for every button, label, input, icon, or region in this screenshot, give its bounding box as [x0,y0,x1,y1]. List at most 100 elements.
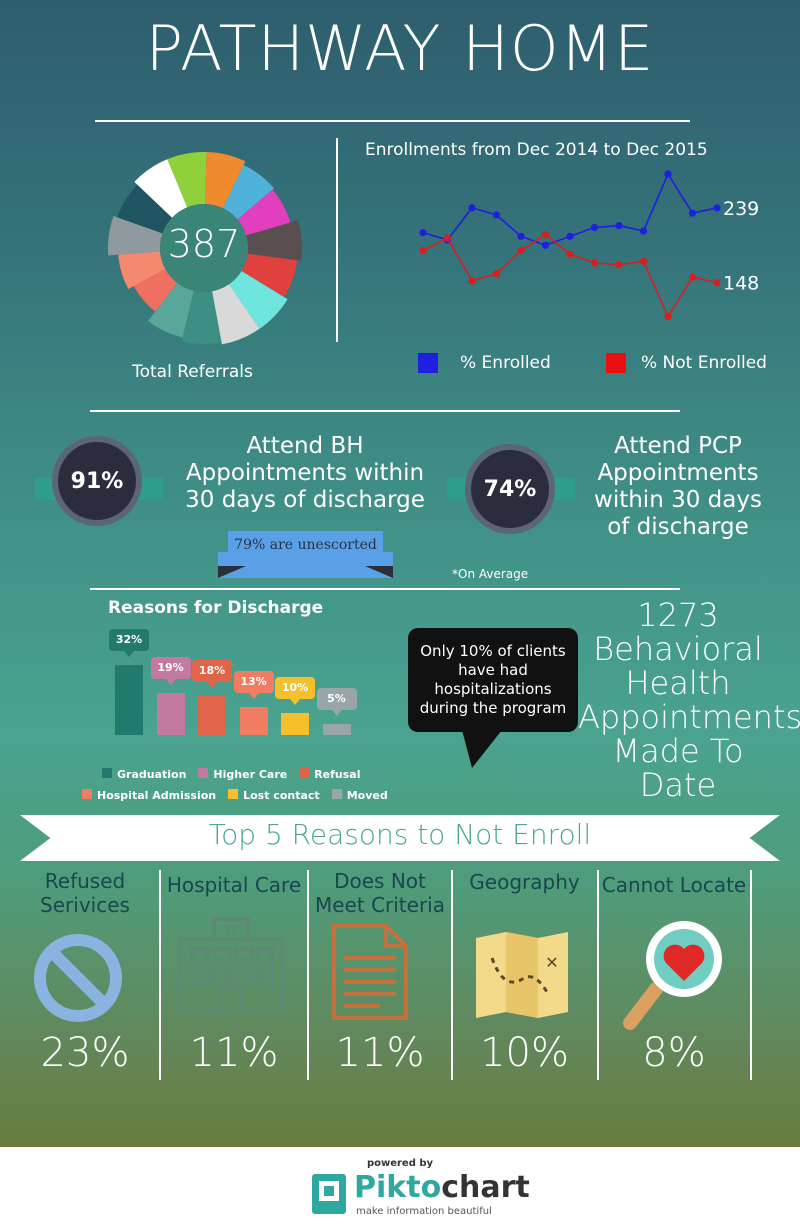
bar-value-label: 5% [316,688,357,711]
divider [451,870,453,1080]
data-point [615,261,623,269]
divider [336,138,338,342]
hospitalization-speech-bubble: Only 10% of clients have had hospitaliza… [408,628,578,732]
legend-swatch [82,789,92,799]
legend-swatch [102,768,112,778]
bar [239,706,268,735]
data-point [566,232,574,240]
legend-swatch-not-enrolled [606,353,626,373]
pcp-percent-badge: 74% [465,444,555,534]
legend-swatch [228,789,239,799]
legend-swatch [331,789,342,799]
referrals-total: 387 [167,222,241,266]
legend-swatch [299,768,310,778]
average-note: *On Average [452,567,529,581]
hospital-icon: H [178,917,284,1013]
donut-slice [147,282,194,338]
bar [322,724,351,735]
donut-slice [181,290,222,344]
bar-value-label: 32% [109,629,149,651]
legend-label: Refusal [314,768,361,781]
ribbon-fold-right [365,566,393,578]
bar-label-pointer [207,681,217,688]
donut-slice [205,152,246,209]
ribbon-fold-left [218,566,246,578]
reason-label-refused: Refused Serivices [40,869,130,917]
piktochart-tagline: make information beautiful [356,1206,492,1217]
data-point [590,259,599,267]
divider [95,120,690,122]
bar-label-pointer [290,699,300,706]
donut-slice [167,152,207,208]
data-point [688,273,697,281]
enrollment-chart-title: Enrollments from Dec 2014 to Dec 2015 [365,140,708,160]
reason-pct-refused: 23% [40,1030,130,1076]
powered-by-text: powered by [366,1158,434,1169]
speech-bubble-tail [462,730,502,768]
svg-text:✕: ✕ [545,953,558,972]
svg-text:H: H [226,923,237,939]
divider [90,410,680,412]
discharge-chart-title: Reasons for Discharge [108,598,324,618]
legend-label-not-enrolled: % Not Enrolled [641,353,767,373]
reason-pct-locate: 8% [642,1030,706,1076]
divider [90,588,680,590]
top5-banner [20,815,780,861]
document-icon [332,924,408,1020]
data-point [566,250,574,258]
data-point [590,223,599,232]
legend-label: Moved [346,789,388,802]
bar-label-pointer [331,710,342,717]
prohibited-icon [34,934,122,1022]
data-point [664,170,672,178]
data-point [517,246,525,255]
enrollment-line-chart: 239 148 [419,170,759,321]
legend-label: Hospital Admission [97,789,217,802]
donut-slice [118,251,166,290]
data-point [468,204,476,212]
piktochart-wordmark: Piktochart [354,1170,530,1205]
reason-label-geography: Geography [469,870,580,894]
bar [115,665,143,735]
piktochart-logo-icon [312,1174,346,1214]
referrals-label: Total Referrals [132,362,253,382]
bar [198,695,226,735]
reason-pct-geography: 10% [480,1030,569,1076]
bar-label-pointer [124,651,134,657]
data-point [541,230,550,239]
donut-slice [241,253,298,298]
bar-label-pointer [165,679,176,686]
series-line-not-enrolled [422,233,718,319]
legend-row: Hospital Admission Lost contact Moved [82,785,388,806]
data-point [492,211,501,219]
donut-slice [134,159,188,218]
legend-row: Graduation Higher Care Refusal [102,764,382,785]
data-point [615,222,623,230]
donut-center [160,204,248,292]
divider [307,870,309,1080]
donut-slice [117,184,173,234]
series-end-label: 239 [723,198,759,220]
bar-label-pointer [248,692,259,699]
data-point [639,227,648,235]
donut-slice [246,220,302,261]
divider [750,870,752,1080]
pcp-description: Attend PCP Appointments within 30 days o… [594,433,762,540]
donut-slice [228,270,288,329]
bh-percent-badge: 91% [52,436,142,526]
bar [281,713,309,735]
discharge-bar-chart: 32% 19% 18% 13% 10% 5% [105,625,365,740]
top5-title: Top 5 Reasons to Not Enroll [208,818,592,851]
series-end-label: 148 [723,273,759,295]
discharge-legend: Graduation Higher Care Refusal Hospital Adm… [82,764,388,806]
divider [159,870,161,1080]
magnifier-heart-icon [623,921,722,1030]
map-icon: ✕ [476,932,568,1018]
data-point [541,241,550,249]
bh-description: Attend BH Appointments within 30 days of… [185,433,425,513]
donut-slice [212,284,260,345]
reason-pct-criteria: 11% [335,1030,425,1076]
data-point [443,234,452,242]
data-point [688,209,697,217]
